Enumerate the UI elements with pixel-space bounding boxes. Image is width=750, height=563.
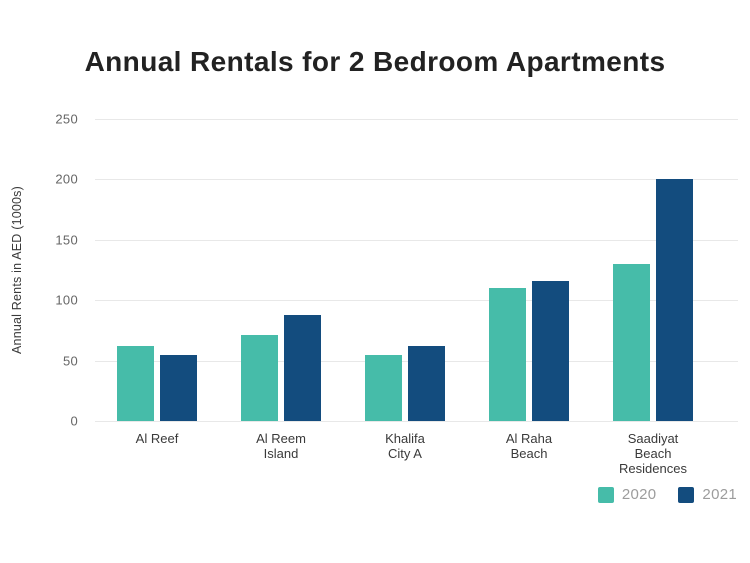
chart-title: Annual Rentals for 2 Bedroom Apartments bbox=[84, 46, 666, 77]
bar-2020-al-raha-beach bbox=[489, 288, 526, 421]
legend-label-2021: 2021 bbox=[702, 486, 737, 503]
x-label-line: Beach bbox=[510, 446, 548, 461]
legend-swatch-2020 bbox=[597, 486, 614, 503]
bar-2020-saadiyat-beach-residences bbox=[613, 263, 650, 421]
gridline-100 bbox=[95, 300, 738, 302]
bar-group-saadiyat-beach-residences bbox=[591, 119, 715, 421]
bar-group-al-reem-island bbox=[219, 119, 343, 421]
y-tick-label-150: 150 bbox=[55, 232, 78, 248]
bar-group-al-reef bbox=[95, 119, 219, 421]
legend-label-2020: 2020 bbox=[621, 486, 657, 503]
bar-group-al-raha-beach bbox=[467, 119, 591, 421]
gridline-150 bbox=[95, 239, 738, 241]
x-label-line: Beach bbox=[634, 446, 672, 461]
bar-2020-khalifa-city-a bbox=[365, 354, 402, 421]
legend: 2020 2021 bbox=[597, 486, 737, 503]
bar-2021-al-reef bbox=[160, 354, 197, 421]
x-label-al-raha-beach: Al Raha Beach bbox=[467, 431, 591, 476]
x-axis-labels: Al Reef Al Reem Island Khalifa City A Al Raha… bbox=[95, 431, 715, 476]
gridline-200 bbox=[95, 179, 738, 181]
bar-groups bbox=[95, 119, 715, 421]
bar-2020-al-reef bbox=[117, 346, 154, 421]
x-label-saadiyat-beach-residences: Saadiyat Beach Residences bbox=[591, 431, 715, 476]
bar-2020-al-reem-island bbox=[241, 335, 278, 421]
legend-swatch-2021 bbox=[678, 486, 695, 503]
x-label-line: Al Reef bbox=[135, 431, 179, 446]
x-label-line: City A bbox=[388, 446, 422, 461]
legend-item-2021: 2021 bbox=[678, 486, 737, 503]
x-label-line: Island bbox=[263, 446, 299, 461]
gridline-250 bbox=[95, 119, 738, 120]
bar-2021-khalifa-city-a bbox=[408, 346, 445, 421]
x-label-line: Khalifa bbox=[385, 431, 425, 446]
legend-item-2020: 2020 bbox=[597, 486, 657, 503]
y-tick-label-0: 0 bbox=[70, 413, 78, 429]
y-tick-label-50: 50 bbox=[62, 353, 78, 369]
gridline-0 bbox=[95, 421, 738, 422]
x-label-al-reef: Al Reef bbox=[95, 431, 219, 476]
y-axis-tick-labels: 0 50 100 150 200 250 bbox=[0, 112, 78, 429]
x-label-line: Al Reem bbox=[256, 431, 306, 446]
x-label-line: Al Raha bbox=[505, 431, 553, 446]
bar-2021-al-reem-island bbox=[284, 314, 321, 421]
bar-group-khalifa-city-a bbox=[343, 119, 467, 421]
bar-2021-saadiyat-beach-residences bbox=[656, 179, 693, 421]
x-label-al-reem-island: Al Reem Island bbox=[219, 431, 343, 476]
x-label-line: Saadiyat bbox=[627, 431, 679, 446]
x-label-line: Residences bbox=[619, 461, 687, 476]
x-label-khalifa-city-a: Khalifa City A bbox=[343, 431, 467, 476]
y-tick-label-200: 200 bbox=[55, 171, 78, 187]
bar-2021-al-raha-beach bbox=[532, 280, 569, 421]
y-tick-label-250: 250 bbox=[55, 111, 78, 127]
y-tick-label-100: 100 bbox=[55, 292, 78, 308]
